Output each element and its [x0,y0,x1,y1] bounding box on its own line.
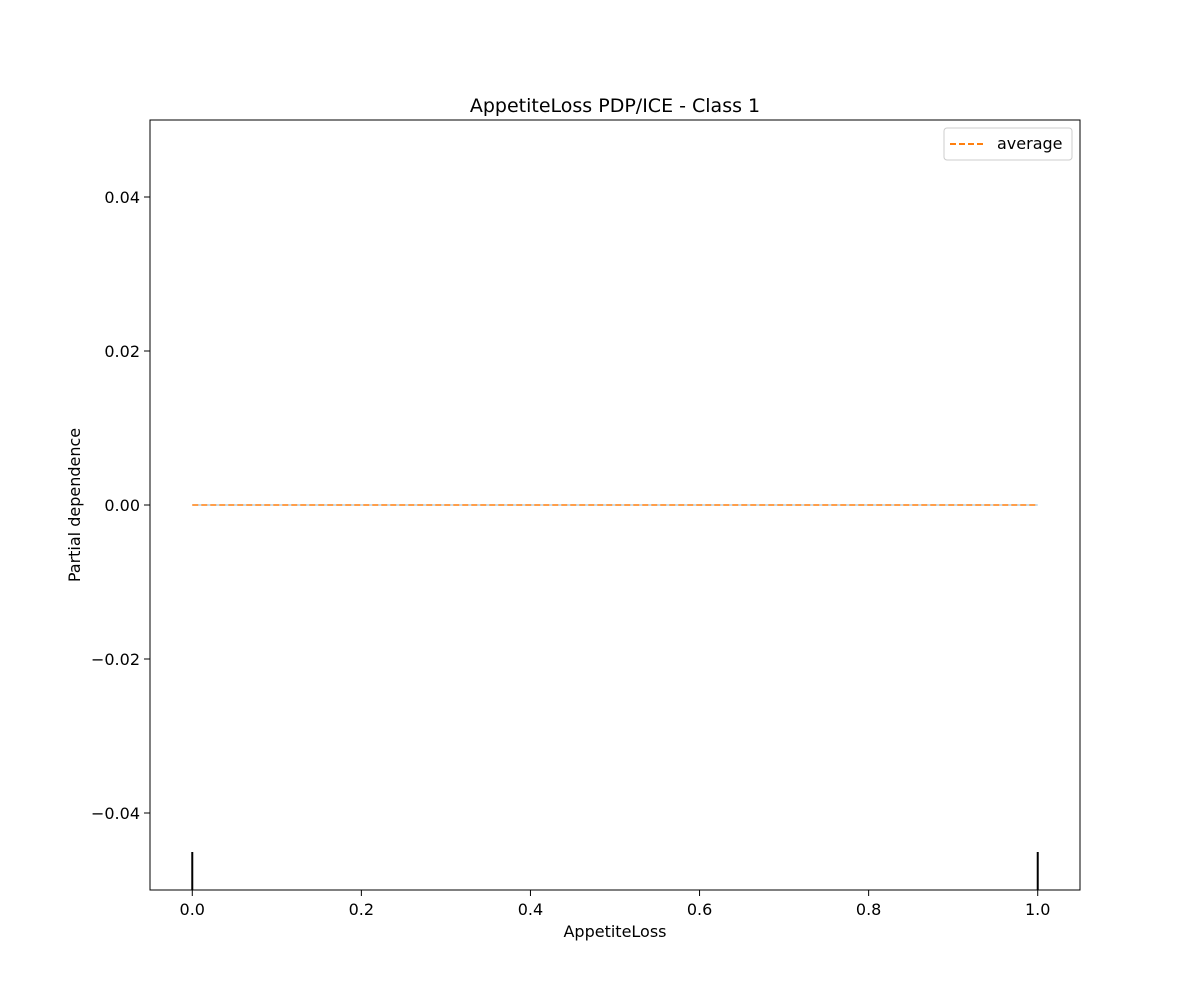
y-axis: −0.04 −0.02 0.00 0.02 0.04 [91,188,150,823]
x-tick-label: 1.0 [1025,900,1050,919]
y-tick-label: −0.02 [91,650,140,669]
y-tick-label: 0.00 [104,496,140,515]
y-tick-label: 0.02 [104,342,140,361]
y-axis-label: Partial dependence [65,428,84,582]
x-tick-label: 0.6 [687,900,712,919]
plot-area [149,119,1081,891]
x-axis-label: AppetiteLoss [563,922,666,941]
y-tick-label: 0.04 [104,188,140,207]
x-tick-label: 0.2 [349,900,374,919]
legend-label-average: average [997,134,1063,153]
x-tick-label: 0.4 [518,900,543,919]
legend-box [943,127,1073,161]
rug-marks [191,852,1039,890]
x-axis: 0.0 0.2 0.4 0.6 0.8 1.0 [180,890,1050,919]
legend: average [943,127,1073,161]
x-tick-label: 0.0 [180,900,205,919]
x-tick-label: 0.8 [856,900,881,919]
y-tick-label: −0.04 [91,804,140,823]
chart-title: AppetiteLoss PDP/ICE - Class 1 [470,95,760,117]
